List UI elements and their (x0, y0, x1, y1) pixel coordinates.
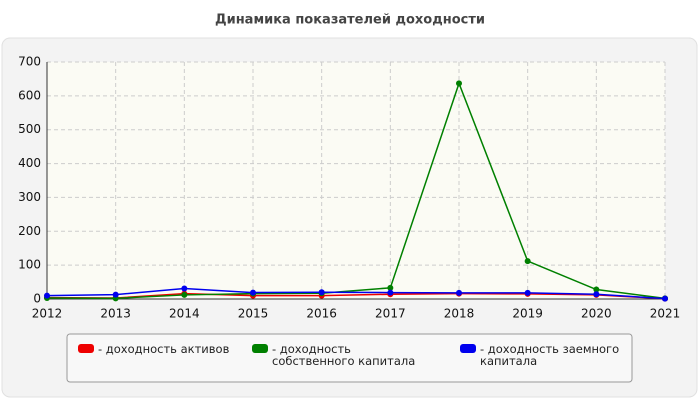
legend-swatch (78, 344, 94, 353)
y-tick-label: 700 (18, 55, 41, 69)
point (524, 289, 531, 296)
legend-item: - доходность активов (78, 343, 253, 355)
x-tick-label: 2017 (375, 307, 406, 321)
point (44, 292, 50, 299)
point (318, 289, 325, 296)
series-line (46, 287, 666, 300)
legend-swatch (252, 344, 268, 353)
x-tick-label: 2014 (169, 307, 200, 321)
point (662, 295, 668, 302)
x-tick-label: 2021 (650, 307, 681, 321)
legend-box (66, 333, 633, 383)
point (456, 289, 462, 296)
x-tick-label: 2015 (238, 307, 269, 321)
legend-item: - доходность заемного капитала (460, 343, 635, 367)
point (524, 258, 531, 265)
y-tick-label: 600 (18, 88, 41, 102)
x-tick-label: 2020 (581, 307, 612, 321)
legend-item: - доходность собственного капитала (252, 343, 427, 367)
point (112, 291, 119, 298)
point (181, 285, 188, 292)
y-tick-label: 200 (18, 224, 41, 238)
point (456, 80, 462, 87)
y-tick-label: 500 (18, 122, 41, 136)
x-tick-label: 2016 (306, 307, 337, 321)
point (593, 291, 600, 298)
x-tick-label: 2012 (32, 307, 63, 321)
legend-label: - доходность заемного капитала (480, 342, 620, 368)
y-tick-label: 0 (33, 292, 41, 306)
x-tick-label: 2019 (512, 307, 543, 321)
chart-title: Динамика показателей доходности (215, 13, 485, 28)
y-tick-label: 300 (18, 190, 41, 204)
x-tick-label: 2018 (444, 307, 475, 321)
point (250, 289, 256, 296)
y-tick-label: 100 (18, 258, 41, 272)
legend-swatch (460, 344, 476, 353)
point (593, 286, 600, 293)
x-tick-label: 2013 (100, 307, 131, 321)
series-line (46, 81, 666, 300)
series-line (46, 292, 666, 300)
point (387, 289, 394, 296)
legend-label: - доходность собственного капитала (272, 342, 416, 368)
y-tick-label: 400 (18, 156, 41, 170)
point (181, 291, 188, 298)
point (387, 284, 394, 291)
plot-area (47, 62, 665, 299)
legend-label: - доходность активов (98, 342, 230, 356)
